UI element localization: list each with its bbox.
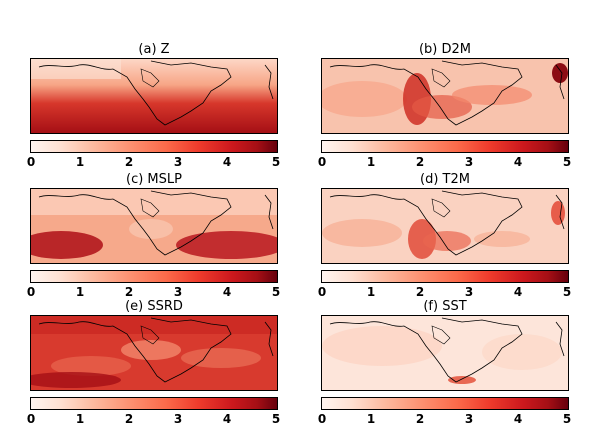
colorbar-ticks: 0 1 2 3 4 5 bbox=[26, 412, 281, 428]
tick-label: 0 bbox=[317, 285, 327, 299]
panel-title: (b) D2M bbox=[418, 42, 472, 57]
tick-label: 3 bbox=[173, 412, 183, 426]
tick-label: 0 bbox=[26, 155, 36, 169]
tick-label: 3 bbox=[464, 285, 474, 299]
heatmap-map bbox=[321, 58, 569, 134]
panel-title: (d) T2M bbox=[420, 172, 470, 187]
colorbar bbox=[321, 270, 569, 283]
colorbar-ticks: 0 1 2 3 4 5 bbox=[317, 285, 572, 301]
tick-label: 3 bbox=[173, 155, 183, 169]
tick-label: 3 bbox=[464, 155, 474, 169]
panel-title: (c) MSLP bbox=[126, 172, 182, 187]
tick-label: 2 bbox=[124, 285, 134, 299]
tick-label: 1 bbox=[75, 412, 85, 426]
tick-label: 5 bbox=[271, 412, 281, 426]
tick-label: 4 bbox=[222, 155, 232, 169]
tick-label: 5 bbox=[562, 285, 572, 299]
tick-label: 3 bbox=[464, 412, 474, 426]
tick-label: 5 bbox=[562, 412, 572, 426]
tick-label: 2 bbox=[124, 155, 134, 169]
tick-label: 2 bbox=[124, 412, 134, 426]
tick-label: 1 bbox=[366, 412, 376, 426]
panel-title: (e) SSRD bbox=[125, 299, 183, 314]
colorbar bbox=[321, 397, 569, 410]
tick-label: 1 bbox=[366, 155, 376, 169]
tick-label: 2 bbox=[415, 155, 425, 169]
heatmap-map bbox=[321, 188, 569, 264]
colorbar-ticks: 0 1 2 3 4 5 bbox=[26, 285, 281, 301]
tick-label: 4 bbox=[513, 412, 523, 426]
heatmap-map bbox=[30, 315, 278, 391]
colorbar bbox=[30, 270, 278, 283]
panel-title: (a) Z bbox=[138, 42, 170, 57]
colorbar-ticks: 0 1 2 3 4 5 bbox=[317, 155, 572, 171]
colorbar bbox=[30, 397, 278, 410]
tick-label: 2 bbox=[415, 285, 425, 299]
tick-label: 0 bbox=[317, 412, 327, 426]
colorbar-ticks: 0 1 2 3 4 5 bbox=[317, 412, 572, 428]
tick-label: 5 bbox=[562, 155, 572, 169]
tick-label: 0 bbox=[26, 285, 36, 299]
heatmap-map bbox=[321, 315, 569, 391]
colorbar bbox=[321, 140, 569, 153]
tick-label: 5 bbox=[271, 155, 281, 169]
tick-label: 4 bbox=[222, 412, 232, 426]
tick-label: 0 bbox=[26, 412, 36, 426]
tick-label: 4 bbox=[513, 155, 523, 169]
tick-label: 1 bbox=[75, 155, 85, 169]
tick-label: 3 bbox=[173, 285, 183, 299]
tick-label: 4 bbox=[222, 285, 232, 299]
panel-title: (f) SST bbox=[423, 299, 467, 314]
tick-label: 1 bbox=[366, 285, 376, 299]
heatmap-map bbox=[30, 58, 278, 134]
tick-label: 1 bbox=[75, 285, 85, 299]
heatmap-map bbox=[30, 188, 278, 264]
tick-label: 0 bbox=[317, 155, 327, 169]
tick-label: 5 bbox=[271, 285, 281, 299]
tick-label: 4 bbox=[513, 285, 523, 299]
colorbar bbox=[30, 140, 278, 153]
colorbar-ticks: 0 1 2 3 4 5 bbox=[26, 155, 281, 171]
tick-label: 2 bbox=[415, 412, 425, 426]
